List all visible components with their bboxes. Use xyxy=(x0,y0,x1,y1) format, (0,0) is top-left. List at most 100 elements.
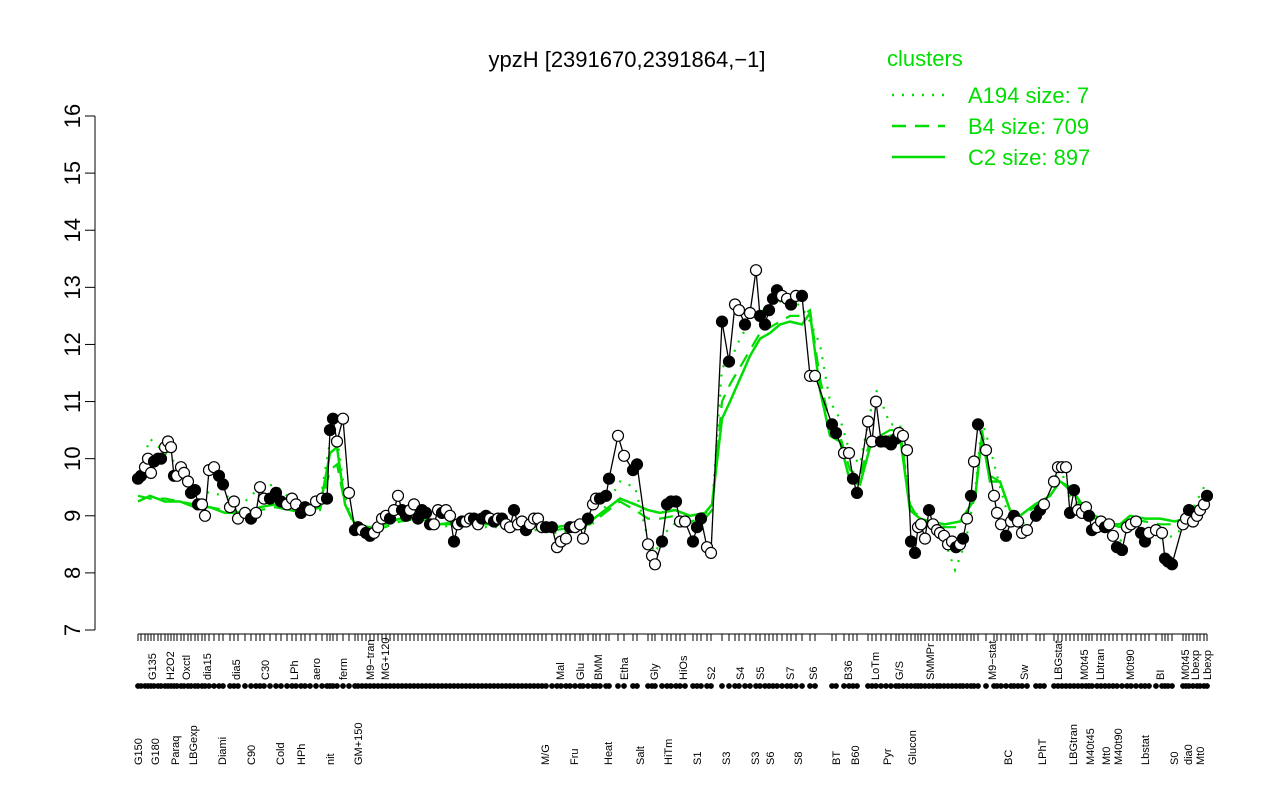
x-marker xyxy=(793,683,799,689)
data-point xyxy=(443,509,457,522)
data-point xyxy=(861,415,875,428)
x-marker xyxy=(742,683,748,689)
x-marker xyxy=(1133,683,1139,689)
data-point xyxy=(427,518,441,531)
x-tick-label: M40t90 xyxy=(1113,728,1125,765)
legend-label: A194 size: 7 xyxy=(968,83,1089,108)
y-tick-label: 15 xyxy=(60,161,85,185)
data-point xyxy=(896,429,910,442)
data-point xyxy=(320,492,334,505)
x-marker xyxy=(799,683,805,689)
x-marker xyxy=(273,683,279,689)
data-point xyxy=(391,489,405,502)
x-tick-label: S6 xyxy=(765,752,777,765)
x-marker xyxy=(788,683,794,689)
x-tick-label: B60 xyxy=(850,745,862,765)
x-tick-label: Etha xyxy=(619,656,631,680)
x-marker xyxy=(878,683,884,689)
x-tick-label: dia5 xyxy=(231,659,243,680)
x-tick-label: S7 xyxy=(785,667,797,680)
data-point xyxy=(1020,523,1034,537)
x-tick-label: LoTm xyxy=(870,652,882,680)
x-marker xyxy=(1003,683,1009,689)
x-tick-label: S3 xyxy=(721,752,733,765)
y-axis: 7 8 9 10 11 12 13 14 15 16 xyxy=(60,104,96,636)
x-tick-label: M/G xyxy=(540,744,552,765)
y-tick-label: 16 xyxy=(60,104,85,128)
x-tick-label: SMMPr xyxy=(925,643,937,680)
data-point xyxy=(599,489,613,502)
x-marker xyxy=(883,683,889,689)
data-point xyxy=(188,484,202,497)
x-marker xyxy=(242,683,248,689)
y-tick-label: 11 xyxy=(60,390,85,413)
data-point xyxy=(1059,461,1073,474)
data-point xyxy=(303,504,317,517)
x-marker xyxy=(1024,683,1030,689)
x-marker xyxy=(779,683,785,689)
x-tick-label: Glu xyxy=(575,663,587,680)
x-marker xyxy=(558,683,564,689)
x-marker xyxy=(319,683,325,689)
x-marker xyxy=(211,683,217,689)
data-point xyxy=(922,504,936,517)
x-marker xyxy=(1041,683,1047,689)
x-tick-label: S3 xyxy=(750,752,762,765)
x-marker xyxy=(1146,683,1152,689)
x-marker xyxy=(682,683,688,689)
data-point xyxy=(576,532,590,545)
x-marker xyxy=(774,683,780,689)
data-point xyxy=(326,412,340,425)
x-marker xyxy=(726,683,732,689)
x-tick-label: LBGtran xyxy=(1068,724,1080,765)
data-point xyxy=(846,472,860,485)
x-tick-label: S8 xyxy=(793,752,805,765)
x-tick-label: C90 xyxy=(246,745,258,765)
x-marker xyxy=(621,683,627,689)
data-point xyxy=(850,486,864,499)
x-marker xyxy=(983,683,989,689)
y-tick-label: 10 xyxy=(60,446,85,470)
x-marker xyxy=(807,683,813,689)
x-tick-label: ferm xyxy=(338,658,350,680)
x-tick-label: C30 xyxy=(260,660,272,680)
data-point xyxy=(678,515,692,528)
x-tick-label: Lbstat xyxy=(1140,735,1152,765)
chart-title: ypzH [2391670,2391864,−1] xyxy=(488,47,765,72)
x-tick-label: Diami xyxy=(217,737,229,765)
data-point xyxy=(987,489,1001,502)
x-tick-label: MG+120 xyxy=(380,638,392,681)
x-tick-label: Lbexp xyxy=(1190,650,1202,680)
data-point xyxy=(918,532,932,545)
data-point xyxy=(694,512,708,525)
x-marker xyxy=(1169,683,1175,689)
x-marker xyxy=(293,683,299,689)
data-point xyxy=(704,546,718,560)
legend-label: C2 size: 897 xyxy=(968,145,1090,170)
data-point xyxy=(581,512,595,525)
x-tick-label: S5 xyxy=(755,667,767,680)
data-point xyxy=(336,412,350,425)
data-points xyxy=(131,264,1214,571)
data-point xyxy=(253,481,267,494)
x-marker xyxy=(284,683,290,689)
data-point xyxy=(164,441,178,454)
data-point xyxy=(808,369,822,382)
x-marker xyxy=(888,683,894,689)
legend-title: clusters xyxy=(887,46,963,71)
x-marker xyxy=(606,683,612,689)
x-tick-label: M0t45 xyxy=(1079,649,1091,680)
expression-line xyxy=(137,270,1208,567)
data-point xyxy=(971,418,985,431)
x-tick-label: Lbtran xyxy=(1095,649,1107,680)
data-point xyxy=(956,532,970,545)
data-point xyxy=(829,426,843,440)
x-marker xyxy=(235,683,241,689)
x-tick-label: M9−stat xyxy=(987,641,999,680)
x-marker xyxy=(708,683,714,689)
x-marker xyxy=(334,683,340,689)
x-tick-label: BMM xyxy=(593,654,605,680)
x-marker xyxy=(340,683,346,689)
x-tick-label: G180 xyxy=(150,738,162,765)
x-marker xyxy=(634,683,640,689)
